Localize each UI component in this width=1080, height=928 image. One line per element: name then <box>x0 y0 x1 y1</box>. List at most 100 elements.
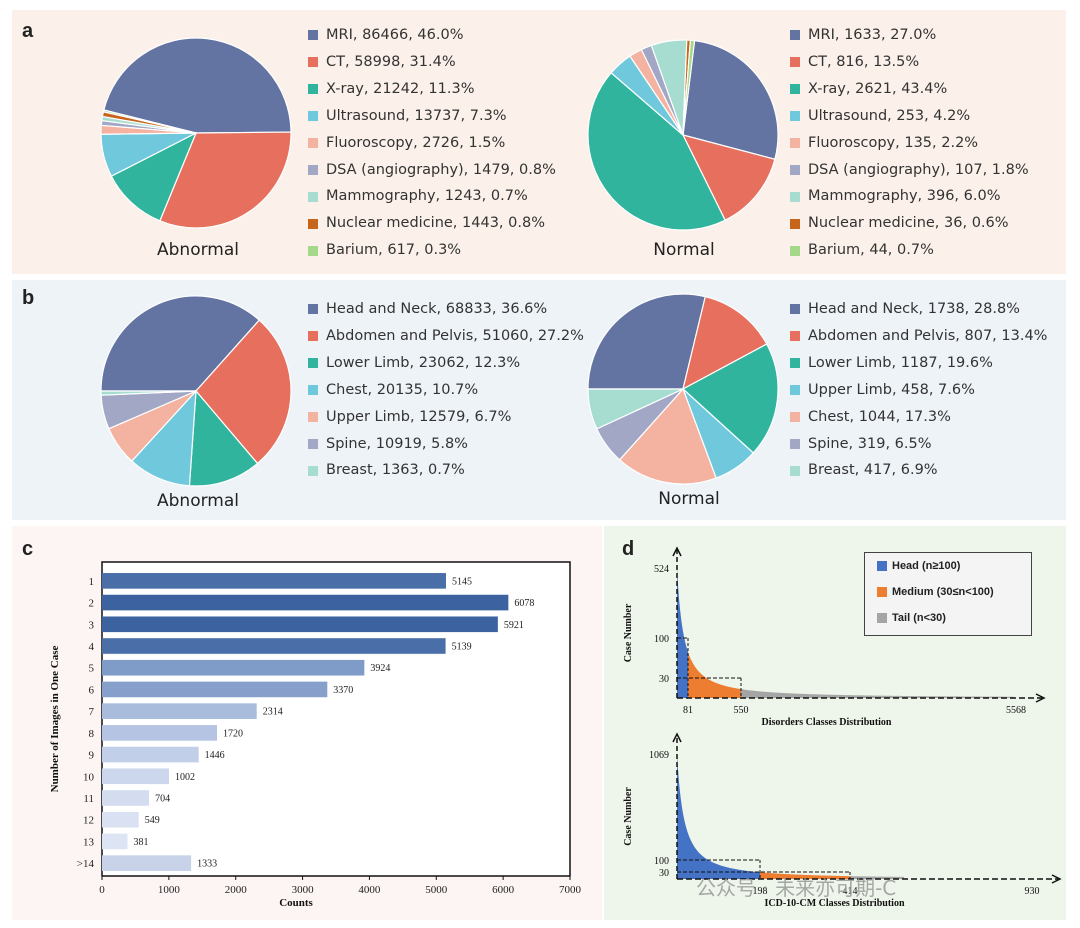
bar-value-label-0: 5145 <box>452 576 472 587</box>
a-normal-legend-label-2: X-ray, 2621, 43.4% <box>808 80 948 97</box>
b-abnormal-legend-item-5: Spine, 10919, 5.8% <box>308 431 584 458</box>
b-abnormal-legend-label-1: Abdomen and Pelvis, 51060, 27.2% <box>326 327 584 344</box>
d-bottom-y-tick-label-2: 30 <box>659 868 669 879</box>
bar-category-label-12: 13 <box>83 836 95 848</box>
d-top-y-axis-arrow <box>672 546 682 557</box>
d-bottom-medium-region <box>760 872 850 879</box>
a-normal-slice-1 <box>681 134 776 221</box>
pie-chart-b-abnormal <box>100 295 292 487</box>
legend-b-normal: Head and Neck, 1738, 28.8% Abdomen and Pe… <box>790 296 1047 484</box>
a-abnormal-legend-item-1: CT, 58998, 31.4% <box>308 49 556 76</box>
a-normal-slice-2 <box>587 71 726 231</box>
bar-2 <box>102 616 498 633</box>
bar-value-label-5: 3370 <box>333 685 353 696</box>
bar-category-label-8: 9 <box>89 750 95 762</box>
d-bottom-y-tick-label-0: 1069 <box>649 750 669 761</box>
a-abnormal-slice-0 <box>103 37 292 134</box>
a-abnormal-legend-swatch-6 <box>308 191 318 202</box>
a-normal-slice-0 <box>682 40 779 160</box>
d-bottom-y-tick-label-1: 100 <box>654 856 669 867</box>
bar-value-label-3: 5139 <box>452 642 472 653</box>
b-abnormal-legend-label-4: Upper Limb, 12579, 6.7% <box>326 408 512 425</box>
pie-caption-a-normal: Normal <box>653 240 715 260</box>
a-abnormal-legend-item-7: Nuclear medicine, 1443, 0.8% <box>308 210 556 237</box>
b-normal-slice-0 <box>587 293 707 390</box>
x-tick-label-6: 6000 <box>492 884 515 896</box>
d-top-y-tick-label-1: 100 <box>654 634 669 645</box>
a-normal-slice-8 <box>682 39 696 136</box>
bar-category-label-9: 10 <box>83 771 95 783</box>
bar-chart-images-per-case: 5145 1 6078 2 5921 3 5139 4 3924 5 3370 6 2314 7 1720 8… <box>49 561 582 909</box>
bar-value-label-4: 3924 <box>370 663 390 674</box>
a-normal-legend-swatch-6 <box>790 191 800 202</box>
a-abnormal-legend-item-3: Ultrasound, 13737, 7.3% <box>308 103 556 130</box>
bar-1 <box>102 594 509 611</box>
a-normal-legend-label-1: CT, 816, 13.5% <box>808 53 920 70</box>
b-normal-legend-item-3: Upper Limb, 458, 7.6% <box>790 377 1047 404</box>
y-axis-title: Number of Images in One Case <box>49 646 61 793</box>
pie-chart-b-normal <box>587 293 779 485</box>
pie-chart-a-normal <box>587 39 779 231</box>
b-normal-slice-1 <box>682 295 768 391</box>
distribution-legend: Head (n≥100) Medium (30≤n<100) Tail (n<3… <box>864 552 1032 636</box>
bar-9 <box>102 768 169 785</box>
b-normal-legend-swatch-4 <box>790 412 800 423</box>
b-normal-slice-2 <box>681 343 779 454</box>
d-top-x-tick-label-0: 81 <box>683 705 693 716</box>
a-normal-legend-label-5: DSA (angiography), 107, 1.8% <box>808 161 1029 178</box>
b-abnormal-legend-swatch-4 <box>308 412 318 423</box>
a-abnormal-legend-item-5: DSA (angiography), 1479, 0.8% <box>308 157 556 184</box>
bar-value-label-11: 549 <box>145 815 160 826</box>
b-abnormal-legend-label-5: Spine, 10919, 5.8% <box>326 435 468 452</box>
b-abnormal-legend-swatch-5 <box>308 438 318 449</box>
a-abnormal-legend-item-4: Fluoroscopy, 2726, 1.5% <box>308 130 556 157</box>
d-top-head-region <box>677 568 688 698</box>
d-top-x-tick-label-1: 550 <box>734 705 749 716</box>
d-bottom-head-region <box>677 754 760 879</box>
panel-label-d: d <box>622 538 635 560</box>
b-normal-legend-item-5: Spine, 319, 6.5% <box>790 431 1047 458</box>
d-bottom-x-axis-title: ICD-10-CM Classes Distribution <box>765 898 905 909</box>
bar-4 <box>102 659 365 676</box>
bar-11 <box>102 811 139 828</box>
pie-caption-b-abnormal: Abnormal <box>157 491 239 511</box>
d-top-x-axis-arrow <box>1035 693 1046 703</box>
b-abnormal-legend-item-1: Abdomen and Pelvis, 51060, 27.2% <box>308 323 584 350</box>
bar-category-label-11: 12 <box>83 815 94 827</box>
bar-5 <box>102 681 328 698</box>
a-normal-legend-label-8: Barium, 44, 0.7% <box>808 242 934 259</box>
legend-label-medium: Medium (30≤n<100) <box>892 586 994 598</box>
a-abnormal-legend-label-3: Ultrasound, 13737, 7.3% <box>326 107 507 124</box>
b-normal-legend-item-2: Lower Limb, 1187, 19.6% <box>790 350 1047 377</box>
x-axis-title: Counts <box>279 897 313 909</box>
bar-value-label-8: 1446 <box>205 750 225 761</box>
x-tick-label-7: 7000 <box>559 884 582 896</box>
a-abnormal-legend-label-0: MRI, 86466, 46.0% <box>326 27 464 43</box>
d-top-medium-region <box>688 652 741 698</box>
b-normal-legend-label-3: Upper Limb, 458, 7.6% <box>808 381 975 398</box>
b-normal-legend-item-6: Breast, 417, 6.9% <box>790 457 1047 484</box>
a-normal-legend-label-6: Mammography, 396, 6.0% <box>808 188 1001 205</box>
b-abnormal-legend-item-0: Head and Neck, 68833, 36.6% <box>308 296 584 323</box>
b-normal-legend-swatch-1 <box>790 331 800 342</box>
a-abnormal-slice-2 <box>110 131 198 222</box>
d-top-tail-region <box>741 689 1014 698</box>
b-normal-legend-swatch-6 <box>790 465 800 476</box>
d-bottom-tail-region <box>850 876 904 879</box>
a-abnormal-legend-swatch-7 <box>308 218 318 229</box>
legend-head: Head (n≥100) <box>865 553 1031 579</box>
bar-value-label-13: 1333 <box>197 859 217 870</box>
d-top-y-tick-label-0: 524 <box>654 564 669 575</box>
bar-category-label-4: 5 <box>89 663 95 675</box>
watermark-text: 公众号 · 未来亦可期-C <box>696 876 897 900</box>
a-abnormal-legend-item-8: Barium, 617, 0.3% <box>308 237 556 264</box>
b-abnormal-slice-0 <box>100 295 261 392</box>
a-normal-legend-item-1: CT, 816, 13.5% <box>790 49 1029 76</box>
bar-3 <box>102 638 446 654</box>
a-normal-legend-label-7: Nuclear medicine, 36, 0.6% <box>808 215 1009 232</box>
bar-value-label-12: 381 <box>133 837 148 848</box>
legend-b-abnormal: Head and Neck, 68833, 36.6% Abdomen and P… <box>308 296 584 484</box>
legend-a-abnormal: MRI, 86466, 46.0% CT, 58998, 31.4% X-ray, … <box>308 22 556 264</box>
legend-swatch-tail <box>877 613 887 623</box>
b-normal-legend-label-2: Lower Limb, 1187, 19.6% <box>808 354 993 371</box>
